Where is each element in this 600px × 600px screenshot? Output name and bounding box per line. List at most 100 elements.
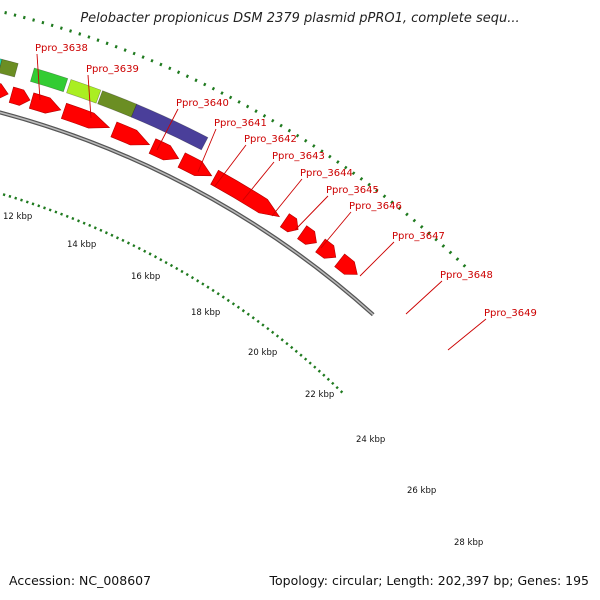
tick-mark (196, 279, 200, 283)
leader-line (197, 128, 217, 173)
tick-mark (126, 241, 130, 245)
tick-mark (256, 319, 260, 324)
tick-mark (37, 204, 41, 208)
cds-arrow (110, 121, 151, 146)
gene-block-ppro-3645 (0, 58, 19, 78)
tick-mark (299, 353, 303, 357)
tick-mark (280, 338, 284, 342)
tick-mark (261, 323, 265, 327)
gene-label: Ppro_3642 (214, 134, 297, 187)
gene-block-ppro-3644 (0, 58, 3, 69)
tick-mark (266, 327, 270, 331)
tick-mark (241, 309, 245, 313)
tick-mark (168, 66, 172, 71)
cds-arrow (8, 86, 31, 106)
tick-mark (236, 305, 241, 309)
gene-block-ppro-3649 (130, 103, 209, 151)
leader-line (320, 211, 352, 249)
tick-mark (331, 381, 335, 386)
tick-mark (176, 70, 181, 75)
tick-mark (317, 369, 322, 373)
cds-arrow (28, 92, 62, 114)
kbp-label: 16 kbp (131, 272, 160, 282)
tick-mark (132, 244, 136, 248)
tick-mark (203, 82, 207, 87)
gene-labels: Ppro_3638 Ppro_3639 Ppro_3640 Ppro_3641 Ppro… (35, 43, 537, 351)
gene-label-text: Ppro_3647 (392, 231, 445, 242)
tick-mark (237, 100, 241, 104)
topology-text: Topology: circular; Length: 202,397 bp; … (269, 573, 590, 588)
tick-mark (312, 144, 316, 148)
tick-mark (206, 285, 210, 289)
tick-mark (65, 214, 69, 218)
tick-mark (159, 258, 163, 262)
tick-mark (25, 200, 29, 204)
leader-line (294, 195, 329, 231)
outer-tick-ring (4, 11, 467, 268)
gene-label-text: Ppro_3646 (349, 201, 402, 212)
kbp-label: 18 kbp (191, 308, 220, 318)
tick-mark (419, 224, 424, 229)
gene-label-text: Ppro_3638 (35, 43, 88, 54)
gene-label: Ppro_3638 (35, 43, 88, 101)
tick-mark (185, 272, 189, 277)
cds-arrow (148, 138, 180, 161)
tick-mark (367, 182, 371, 187)
tick-mark (31, 202, 35, 206)
gene-label-text: Ppro_3641 (214, 118, 267, 129)
tick-mark (164, 260, 168, 265)
tick-mark (123, 48, 127, 52)
cds-arrow (177, 152, 213, 177)
gene-label: Ppro_3639 (86, 64, 139, 119)
tick-mark (434, 237, 439, 242)
tick-mark (41, 20, 45, 25)
gene-label-text: Ppro_3642 (244, 134, 297, 145)
gene-block-ppro-3646 (30, 67, 69, 93)
tick-mark (228, 95, 233, 100)
tick-mark (285, 341, 289, 346)
cds-arrow (60, 102, 111, 129)
kbp-label: 24 kbp (356, 435, 385, 445)
kbp-label: 28 kbp (454, 538, 483, 548)
tick-mark (462, 263, 467, 268)
tick-mark (22, 15, 26, 20)
kbp-label: 12 kbp (3, 212, 32, 222)
tick-mark (143, 249, 147, 253)
tick-mark (295, 133, 300, 138)
tick-mark (2, 193, 6, 197)
tick-mark (335, 385, 339, 390)
tick-mark (275, 334, 280, 338)
leader-line (447, 318, 487, 351)
tick-mark (60, 212, 64, 216)
gene-label: Ppro_3644 (271, 168, 353, 217)
tick-mark (326, 377, 330, 381)
tick-mark (54, 210, 58, 214)
gene-label: Ppro_3640 (156, 98, 229, 151)
tick-mark (4, 11, 8, 15)
cds-arrow (210, 169, 281, 218)
leader-line (242, 161, 275, 201)
kbp-scale: 12 kbp 14 kbp 16 kbp 18 kbp 20 kbp 22 kbp 24 k… (3, 212, 483, 548)
tick-mark (262, 114, 267, 118)
tick-mark (150, 58, 154, 63)
tick-mark (313, 365, 317, 369)
tick-mark (88, 223, 92, 228)
tick-mark (201, 282, 205, 286)
tick-mark (32, 18, 36, 22)
gene-label-text: Ppro_3640 (176, 98, 229, 109)
tick-mark (271, 118, 275, 123)
tick-mark (303, 138, 308, 143)
tick-mark (339, 390, 344, 394)
tick-mark (96, 38, 100, 42)
tick-mark (110, 233, 114, 237)
tick-mark (382, 194, 387, 199)
tick-mark (180, 269, 184, 274)
tick-mark (211, 288, 215, 293)
tick-mark (328, 154, 332, 159)
tick-mark (287, 128, 292, 133)
gene-label: Ppro_3646 (320, 201, 402, 249)
tick-mark (99, 228, 103, 232)
tick-mark (137, 246, 141, 251)
kbp-label: 22 kbp (305, 390, 334, 400)
tick-mark (448, 250, 453, 255)
